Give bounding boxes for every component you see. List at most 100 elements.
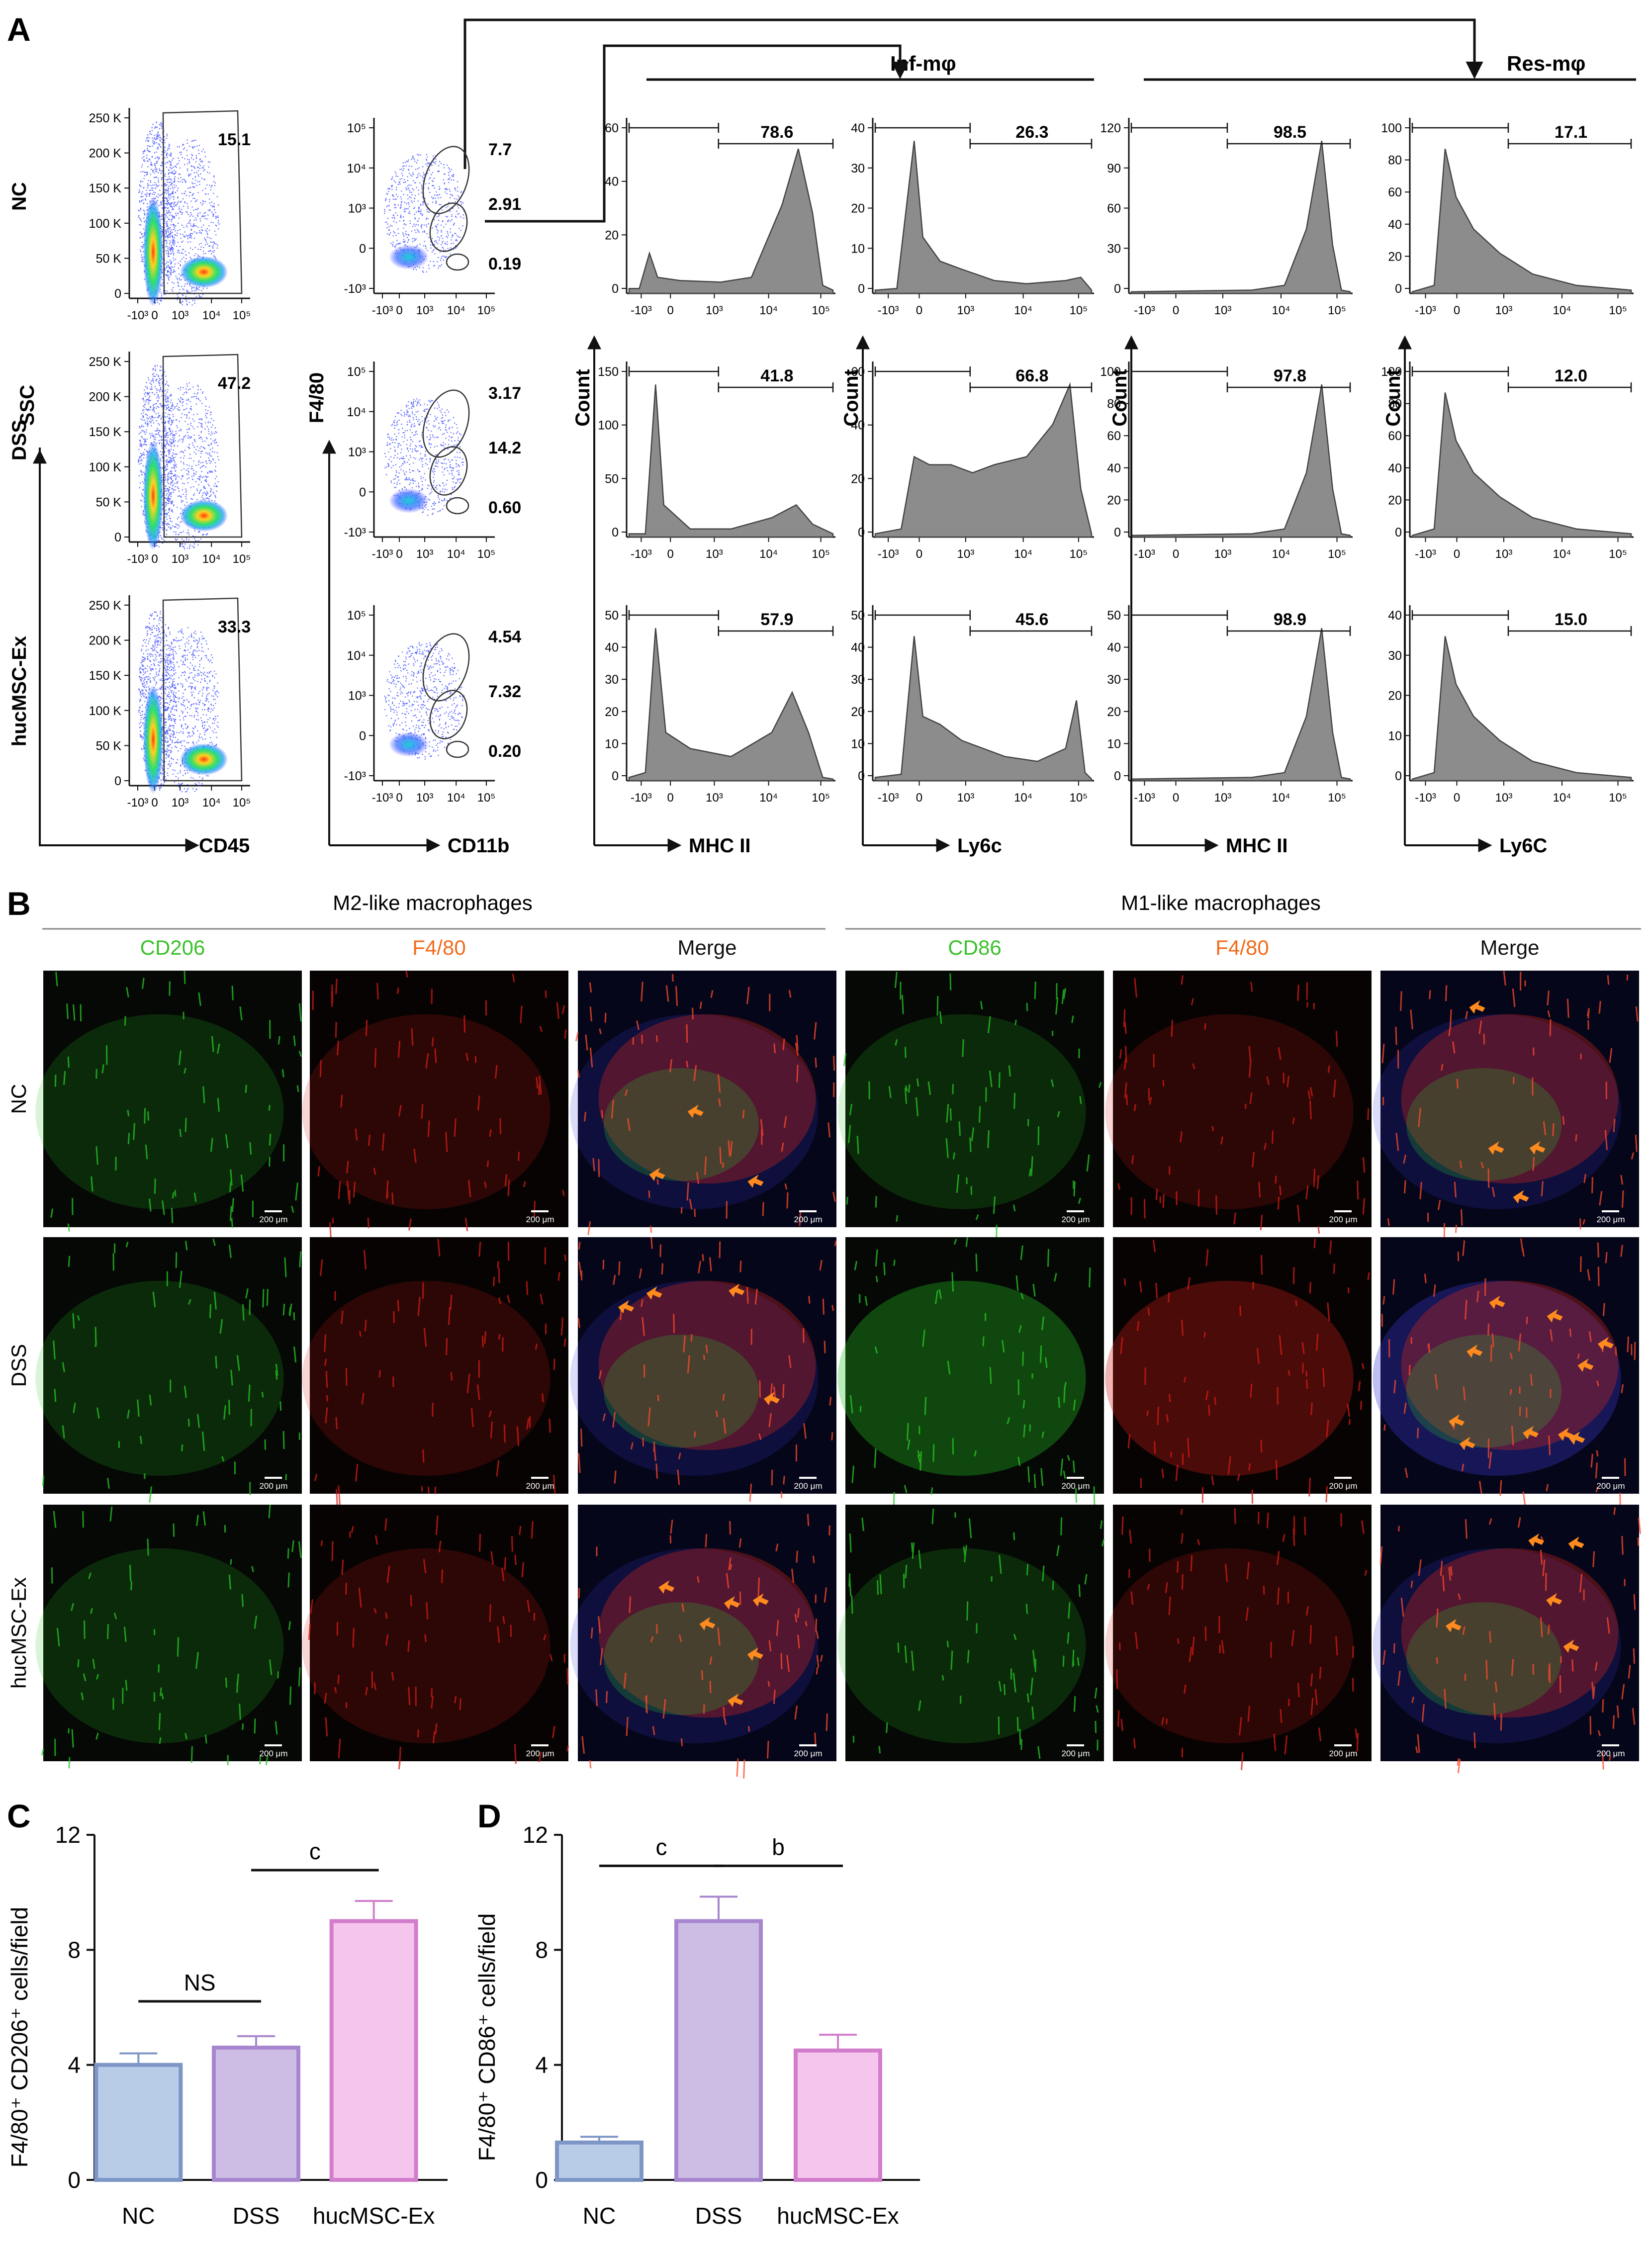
- gate-ellipse: [446, 740, 469, 758]
- tissue-texture: [848, 1508, 1105, 1759]
- y-tick-label: 0: [1395, 282, 1402, 296]
- gate-percent: 0.60: [488, 498, 521, 517]
- arrow-marker-icon: [1489, 1295, 1505, 1309]
- x-tick-label: 10⁵: [1609, 547, 1627, 561]
- gate-ellipse: [429, 446, 468, 496]
- y-tick-label: 40: [1388, 609, 1402, 623]
- micrograph-tile: 200 μm: [1105, 1237, 1372, 1504]
- gate-ellipse: [446, 253, 469, 271]
- histogram-area: [1130, 628, 1351, 782]
- tissue-texture: [1120, 1239, 1370, 1504]
- x-tick-label: 10³: [706, 304, 723, 317]
- gate-ellipse: [429, 690, 468, 739]
- arrow-marker-icon: [1488, 1141, 1504, 1155]
- x-tick-label: 0: [916, 547, 922, 561]
- res-group-label: Res-mφ: [1507, 52, 1585, 75]
- y-tick-label: 10⁴: [347, 405, 366, 419]
- y-tick-label: 0: [114, 531, 121, 544]
- y-tick-label: 40: [1388, 461, 1402, 475]
- x-tick-label: 0: [396, 547, 402, 561]
- tissue-texture: [1379, 1507, 1642, 1774]
- histogram-area: [1130, 384, 1351, 538]
- y-tick-label: 0: [114, 287, 121, 301]
- arrow-marker-icon: [747, 1647, 763, 1661]
- event-dots: [138, 121, 177, 305]
- y-tick-label: 20: [605, 705, 619, 719]
- pos-gate: [1226, 626, 1351, 636]
- significance-label: b: [772, 1834, 785, 1860]
- bar: [555, 2140, 643, 2182]
- x-tick-label: 10⁴: [1553, 304, 1571, 317]
- y-tick-label: 200 K: [89, 147, 122, 161]
- y-tick-label: 50: [605, 609, 619, 623]
- y-tick-label: 10⁵: [347, 121, 366, 135]
- chart-x-tick-label: hucMSC-Ex: [313, 2203, 435, 2229]
- x-tick-label: 10³: [957, 547, 975, 561]
- gate-percent: 7.32: [488, 682, 521, 701]
- pos-gate: [1226, 139, 1351, 149]
- y-tick-label: 150 K: [89, 181, 122, 195]
- y-tick-label: 50 K: [96, 495, 122, 509]
- histogram-plot: -10³ 0 10³ 10⁴ 10⁵ 60 40 20 0 78.6: [605, 118, 835, 317]
- y-tick-label: 20: [1107, 705, 1121, 719]
- chart-y-tick-label: 8: [68, 1937, 81, 1963]
- gate-percent: 17.1: [1555, 123, 1587, 142]
- tissue-region: [1373, 1548, 1621, 1743]
- y-tick-label: 10³: [348, 202, 366, 216]
- count-axis-title: Count: [1109, 369, 1131, 427]
- tissue-texture: [577, 1237, 837, 1502]
- neg-gate: [628, 123, 720, 133]
- x-tick-label: -10³: [1134, 547, 1155, 561]
- histogram-area: [628, 148, 834, 294]
- y-tick-label: 0: [359, 729, 366, 743]
- micrograph-tile: 200 μm: [570, 971, 836, 1235]
- overlay-region: [1401, 1280, 1619, 1450]
- x-tick-label: 10³: [957, 304, 975, 317]
- y-tick-label: 120: [1100, 121, 1121, 135]
- bar: [329, 1919, 418, 2182]
- y-tick-label: 100 K: [89, 704, 122, 718]
- pos-gate: [969, 626, 1093, 636]
- chart-y-tick-label: 12: [55, 1822, 81, 1848]
- x-tick-label: 0: [1454, 547, 1460, 561]
- arrow-marker-icon: [1569, 1431, 1585, 1445]
- x-tick-label: -10³: [1134, 304, 1155, 317]
- y-tick-label: 100: [1381, 121, 1402, 135]
- histogram-area: [1411, 636, 1632, 782]
- y-tick-label: 20: [1388, 493, 1402, 507]
- histogram-area: [628, 384, 834, 538]
- flow-row-label: hucMSC-Ex: [8, 636, 30, 746]
- neg-gate: [1130, 123, 1228, 133]
- gate-percent: 12.0: [1555, 366, 1587, 385]
- x-tick-label: 10³: [706, 547, 723, 561]
- gate-percent: 47.2: [218, 374, 251, 393]
- error-bar: [355, 1900, 393, 1921]
- gate-percent: 98.9: [1274, 610, 1306, 629]
- y-tick-label: 40: [1107, 641, 1121, 655]
- micrograph-tile: 200 μm: [837, 1237, 1104, 1509]
- x-tick-label: 10⁵: [477, 547, 496, 561]
- tissue-region: [302, 1014, 551, 1209]
- y-tick-label: 60: [1388, 429, 1402, 443]
- gate-percent: 2.91: [488, 195, 521, 214]
- y-tick-label: 150 K: [89, 425, 122, 439]
- arrow-marker-icon: [1563, 1639, 1579, 1653]
- tissue-region: [35, 1548, 284, 1743]
- chart-y-label: F4/80⁺ CD206⁺ cells/field: [6, 1907, 32, 2167]
- error-bar: [700, 1895, 737, 1921]
- arrow-marker-icon: [1568, 1536, 1584, 1550]
- arrow-marker-icon: [1445, 1619, 1462, 1632]
- micrograph-tile: 200 μm: [302, 971, 568, 1242]
- x-tick-label: 10⁵: [1328, 547, 1346, 561]
- x-tick-label: 10⁵: [233, 796, 251, 810]
- micrograph-tile: 200 μm: [1105, 1505, 1372, 1770]
- gate-percent: 78.6: [760, 123, 793, 142]
- gate-percent: 0.20: [488, 742, 521, 761]
- event-dots: [384, 154, 464, 273]
- x-tick-label: 10⁴: [202, 309, 221, 322]
- x-tick-label: 10⁴: [202, 796, 221, 810]
- y-tick-label: 0: [612, 526, 619, 540]
- tissue-texture: [1116, 1508, 1368, 1770]
